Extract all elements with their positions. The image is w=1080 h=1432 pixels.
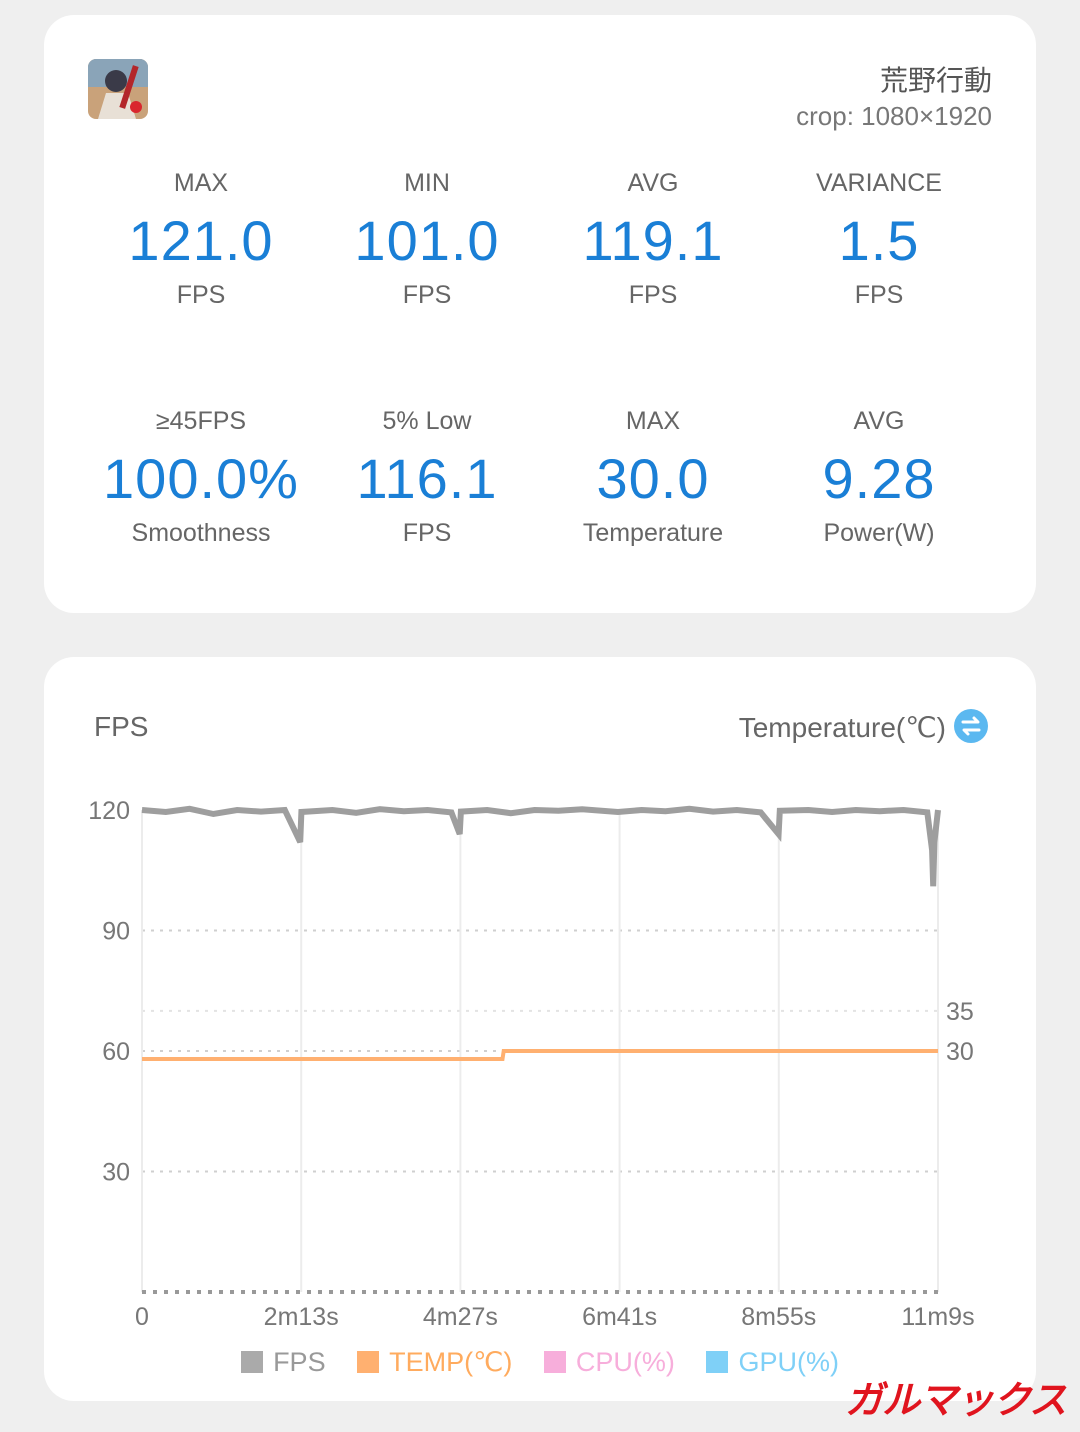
- stat-unit: FPS: [402, 281, 452, 309]
- legend-item-gpu[interactable]: GPU(%): [706, 1347, 839, 1378]
- chart-left-axis-title: FPS: [94, 711, 149, 742]
- legend-label: TEMP(℃): [389, 1347, 513, 1377]
- stat-unit: Power(W): [823, 519, 935, 547]
- stat-label: AVG: [627, 169, 679, 197]
- stat-unit: Smoothness: [131, 519, 271, 547]
- stat-value: 101.0: [354, 209, 500, 272]
- stat-avg-power: AVG 9.28 Power(W): [766, 407, 992, 548]
- stat-unit: FPS: [854, 281, 904, 309]
- stat-label: MIN: [404, 169, 450, 197]
- chart-right-axis-title: Temperature(℃): [738, 712, 946, 743]
- watermark-logo: ガルマックス: [845, 1378, 1067, 1422]
- stat-5pct-low: 5% Low 116.1 FPS: [314, 407, 540, 548]
- stat-value: 121.0: [128, 209, 274, 272]
- stat-label: MAX: [173, 169, 229, 197]
- stat-avg-fps: AVG 119.1 FPS: [540, 169, 766, 310]
- legend-item-temp[interactable]: TEMP(℃): [357, 1347, 512, 1378]
- y-left-tick-label: 30: [102, 1159, 130, 1187]
- y-left-tick-label: 90: [102, 918, 130, 946]
- legend-swatch: [543, 1351, 566, 1373]
- stat-value: 9.28: [822, 447, 936, 510]
- stat-label: AVG: [853, 407, 905, 435]
- y-left-tick-label: 60: [102, 1038, 130, 1066]
- y-left-tick-label: 120: [88, 797, 130, 825]
- x-tick-label: 2m13s: [264, 1303, 339, 1331]
- y-right-tick-label: 35: [946, 998, 974, 1026]
- temp-series-line: [142, 1049, 938, 1061]
- stat-unit: FPS: [402, 519, 452, 547]
- game-app-icon: [88, 59, 148, 119]
- x-tick-label: 11m9s: [901, 1303, 974, 1331]
- chart-legend: FPS TEMP(℃) CPU(%) GPU(%): [44, 1347, 1036, 1378]
- stat-unit: Temperature: [582, 519, 724, 547]
- legend-swatch: [241, 1351, 264, 1373]
- fps-series-line: [141, 805, 941, 887]
- stat-value: 116.1: [356, 447, 498, 510]
- legend-item-cpu[interactable]: CPU(%): [543, 1347, 675, 1378]
- crop-resolution: crop: 1080×1920: [796, 101, 992, 131]
- fps-temperature-chart: 120 90 60 30 35 30 0 2m13s 4m27s 6m41s 8m55s 11m9s: [88, 797, 974, 1331]
- legend-swatch: [706, 1351, 729, 1373]
- x-tick-label: 6m41s: [582, 1303, 657, 1331]
- swap-arrows-icon: [961, 716, 981, 736]
- stat-max-fps: MAX 121.0 FPS: [88, 169, 314, 310]
- legend-label: FPS: [273, 1347, 326, 1377]
- stat-value: 100.0%: [103, 447, 299, 510]
- legend-swatch: [357, 1351, 380, 1373]
- stat-label: 5% Low: [382, 407, 472, 435]
- swap-icon[interactable]: [954, 709, 988, 743]
- y-right-tick-label: 30: [946, 1038, 974, 1066]
- stat-smoothness: ≥45FPS 100.0% Smoothness: [88, 407, 314, 548]
- stat-unit: FPS: [176, 281, 226, 309]
- x-tick-label: 8m55s: [741, 1303, 816, 1331]
- stat-unit: FPS: [628, 281, 678, 309]
- stat-label: VARIANCE: [816, 169, 942, 197]
- x-tick-label: 4m27s: [423, 1303, 498, 1331]
- stat-value: 30.0: [596, 447, 710, 510]
- chart-card: FPS Temperature(℃) 120 90 60 30 35 30 0 2m13s 4m…: [44, 657, 1036, 1401]
- stat-label: ≥45FPS: [155, 407, 247, 435]
- stats-card: 荒野行動 crop: 1080×1920 MAX 121.0 FPS MIN 1…: [44, 15, 1036, 613]
- stat-value: 119.1: [582, 209, 724, 272]
- stat-value: 1.5: [838, 209, 920, 272]
- stat-label: MAX: [625, 407, 681, 435]
- game-avatar-icon: [88, 59, 148, 119]
- stat-variance: VARIANCE 1.5 FPS: [766, 169, 992, 310]
- stat-min-fps: MIN 101.0 FPS: [314, 169, 540, 310]
- stat-max-temperature: MAX 30.0 Temperature: [540, 407, 766, 548]
- game-title: 荒野行動: [879, 65, 992, 96]
- legend-item-fps[interactable]: FPS: [241, 1347, 326, 1378]
- x-tick-label: 0: [135, 1303, 149, 1331]
- legend-label: GPU(%): [738, 1347, 839, 1377]
- legend-label: CPU(%): [575, 1347, 675, 1377]
